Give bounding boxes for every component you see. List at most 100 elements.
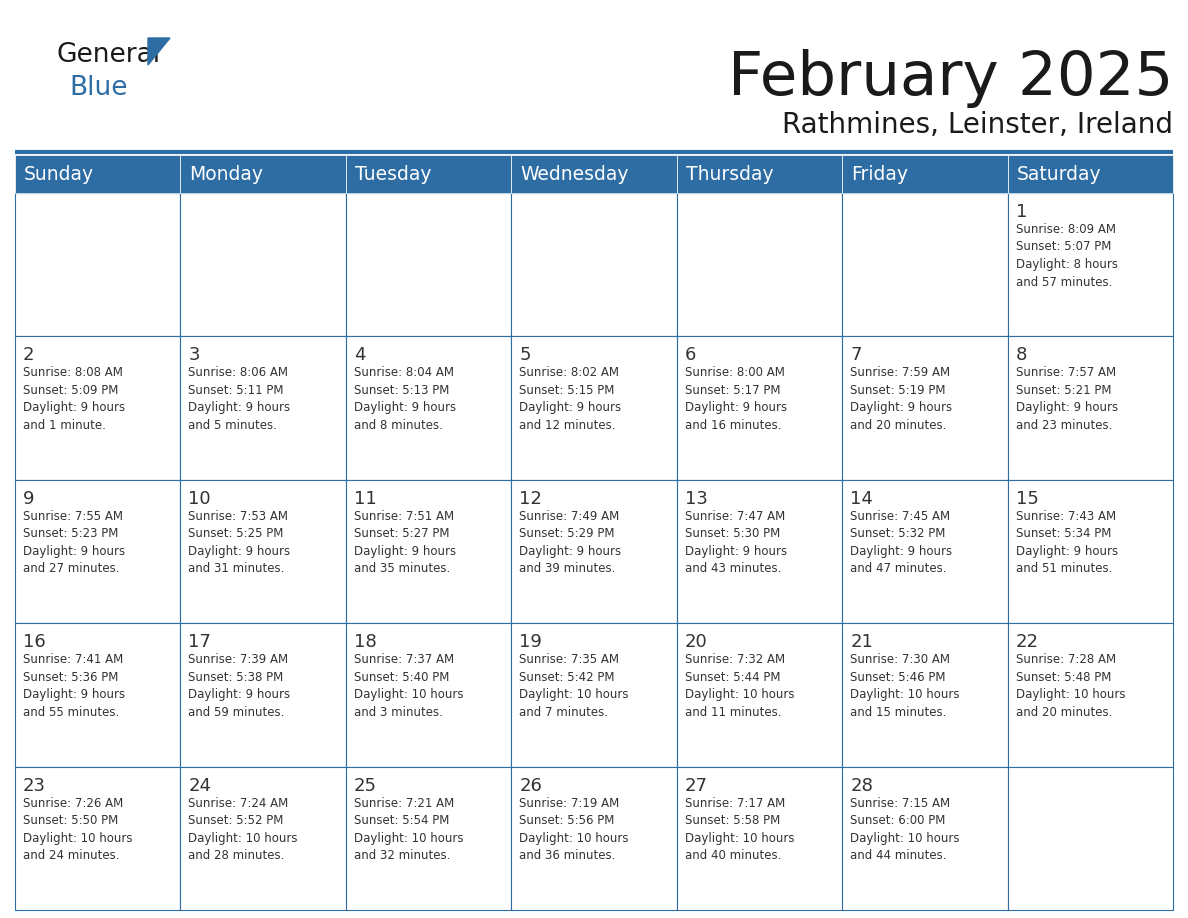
Text: Sunrise: 8:04 AM
Sunset: 5:13 PM
Daylight: 9 hours
and 8 minutes.: Sunrise: 8:04 AM Sunset: 5:13 PM Dayligh… [354, 366, 456, 431]
Polygon shape [148, 38, 170, 65]
Bar [842, 623, 1007, 767]
Text: 14: 14 [851, 490, 873, 508]
Text: Sunrise: 7:17 AM
Sunset: 5:58 PM
Daylight: 10 hours
and 40 minutes.: Sunrise: 7:17 AM Sunset: 5:58 PM Dayligh… [684, 797, 795, 862]
Bar [181, 623, 346, 767]
Text: Sunrise: 7:37 AM
Sunset: 5:40 PM
Daylight: 10 hours
and 3 minutes.: Sunrise: 7:37 AM Sunset: 5:40 PM Dayligh… [354, 654, 463, 719]
Text: Blue: Blue [69, 75, 127, 101]
Bar [346, 480, 511, 623]
Text: Sunrise: 7:55 AM
Sunset: 5:23 PM
Daylight: 9 hours
and 27 minutes.: Sunrise: 7:55 AM Sunset: 5:23 PM Dayligh… [23, 509, 125, 576]
Bar [181, 480, 346, 623]
Bar [1007, 623, 1173, 767]
Text: 3: 3 [189, 346, 200, 364]
Text: Tuesday: Tuesday [355, 164, 431, 184]
Text: Sunrise: 7:41 AM
Sunset: 5:36 PM
Daylight: 9 hours
and 55 minutes.: Sunrise: 7:41 AM Sunset: 5:36 PM Dayligh… [23, 654, 125, 719]
Bar [511, 480, 677, 623]
Bar [346, 623, 511, 767]
Text: 8: 8 [1016, 346, 1026, 364]
Bar [511, 623, 677, 767]
Bar [346, 155, 511, 193]
Text: Sunrise: 7:39 AM
Sunset: 5:38 PM
Daylight: 9 hours
and 59 minutes.: Sunrise: 7:39 AM Sunset: 5:38 PM Dayligh… [189, 654, 291, 719]
Bar [511, 155, 677, 193]
Bar [677, 155, 842, 193]
Text: 13: 13 [684, 490, 708, 508]
Text: Sunrise: 7:51 AM
Sunset: 5:27 PM
Daylight: 9 hours
and 35 minutes.: Sunrise: 7:51 AM Sunset: 5:27 PM Dayligh… [354, 509, 456, 576]
Text: Sunrise: 7:24 AM
Sunset: 5:52 PM
Daylight: 10 hours
and 28 minutes.: Sunrise: 7:24 AM Sunset: 5:52 PM Dayligh… [189, 797, 298, 862]
Text: Sunrise: 8:08 AM
Sunset: 5:09 PM
Daylight: 9 hours
and 1 minute.: Sunrise: 8:08 AM Sunset: 5:09 PM Dayligh… [23, 366, 125, 431]
Text: 6: 6 [684, 346, 696, 364]
Text: 28: 28 [851, 777, 873, 795]
Bar [181, 336, 346, 480]
Text: 5: 5 [519, 346, 531, 364]
Text: Sunrise: 8:06 AM
Sunset: 5:11 PM
Daylight: 9 hours
and 5 minutes.: Sunrise: 8:06 AM Sunset: 5:11 PM Dayligh… [189, 366, 291, 431]
Text: 18: 18 [354, 633, 377, 651]
Bar [842, 193, 1007, 336]
Text: Sunrise: 7:53 AM
Sunset: 5:25 PM
Daylight: 9 hours
and 31 minutes.: Sunrise: 7:53 AM Sunset: 5:25 PM Dayligh… [189, 509, 291, 576]
Text: Monday: Monday [189, 164, 264, 184]
Text: General: General [57, 42, 162, 68]
Text: 11: 11 [354, 490, 377, 508]
Bar [181, 155, 346, 193]
Bar [346, 767, 511, 910]
Text: Sunrise: 7:49 AM
Sunset: 5:29 PM
Daylight: 9 hours
and 39 minutes.: Sunrise: 7:49 AM Sunset: 5:29 PM Dayligh… [519, 509, 621, 576]
Bar [677, 193, 842, 336]
Bar [677, 336, 842, 480]
Bar [15, 767, 181, 910]
Text: Rathmines, Leinster, Ireland: Rathmines, Leinster, Ireland [782, 111, 1173, 139]
Bar [15, 623, 181, 767]
Bar [842, 155, 1007, 193]
Text: Friday: Friday [851, 164, 908, 184]
Text: Sunrise: 7:26 AM
Sunset: 5:50 PM
Daylight: 10 hours
and 24 minutes.: Sunrise: 7:26 AM Sunset: 5:50 PM Dayligh… [23, 797, 133, 862]
Bar [842, 480, 1007, 623]
Bar [181, 193, 346, 336]
Bar [15, 193, 181, 336]
Bar [842, 336, 1007, 480]
Bar [15, 480, 181, 623]
Text: 26: 26 [519, 777, 542, 795]
Text: 22: 22 [1016, 633, 1038, 651]
Text: Sunrise: 8:00 AM
Sunset: 5:17 PM
Daylight: 9 hours
and 16 minutes.: Sunrise: 8:00 AM Sunset: 5:17 PM Dayligh… [684, 366, 786, 431]
Text: Sunrise: 7:45 AM
Sunset: 5:32 PM
Daylight: 9 hours
and 47 minutes.: Sunrise: 7:45 AM Sunset: 5:32 PM Dayligh… [851, 509, 953, 576]
Text: Sunrise: 7:59 AM
Sunset: 5:19 PM
Daylight: 9 hours
and 20 minutes.: Sunrise: 7:59 AM Sunset: 5:19 PM Dayligh… [851, 366, 953, 431]
Text: 25: 25 [354, 777, 377, 795]
Text: February 2025: February 2025 [727, 49, 1173, 107]
Bar [15, 336, 181, 480]
Text: 21: 21 [851, 633, 873, 651]
Text: Sunrise: 7:21 AM
Sunset: 5:54 PM
Daylight: 10 hours
and 32 minutes.: Sunrise: 7:21 AM Sunset: 5:54 PM Dayligh… [354, 797, 463, 862]
Bar [181, 767, 346, 910]
Text: 2: 2 [23, 346, 34, 364]
Text: 23: 23 [23, 777, 46, 795]
Bar [842, 767, 1007, 910]
Bar [677, 480, 842, 623]
Bar [1007, 336, 1173, 480]
Bar [346, 193, 511, 336]
Bar [677, 767, 842, 910]
Text: 12: 12 [519, 490, 542, 508]
Text: Sunrise: 7:30 AM
Sunset: 5:46 PM
Daylight: 10 hours
and 15 minutes.: Sunrise: 7:30 AM Sunset: 5:46 PM Dayligh… [851, 654, 960, 719]
Text: 27: 27 [684, 777, 708, 795]
Text: 10: 10 [189, 490, 211, 508]
Text: Sunrise: 7:28 AM
Sunset: 5:48 PM
Daylight: 10 hours
and 20 minutes.: Sunrise: 7:28 AM Sunset: 5:48 PM Dayligh… [1016, 654, 1125, 719]
Bar [511, 193, 677, 336]
Text: Sunrise: 7:35 AM
Sunset: 5:42 PM
Daylight: 10 hours
and 7 minutes.: Sunrise: 7:35 AM Sunset: 5:42 PM Dayligh… [519, 654, 628, 719]
Text: 1: 1 [1016, 203, 1026, 221]
Text: Sunrise: 7:32 AM
Sunset: 5:44 PM
Daylight: 10 hours
and 11 minutes.: Sunrise: 7:32 AM Sunset: 5:44 PM Dayligh… [684, 654, 795, 719]
Text: 20: 20 [684, 633, 708, 651]
Text: 17: 17 [189, 633, 211, 651]
Bar [677, 623, 842, 767]
Text: 24: 24 [189, 777, 211, 795]
Text: Sunrise: 7:57 AM
Sunset: 5:21 PM
Daylight: 9 hours
and 23 minutes.: Sunrise: 7:57 AM Sunset: 5:21 PM Dayligh… [1016, 366, 1118, 431]
Bar [511, 336, 677, 480]
Bar [1007, 767, 1173, 910]
Text: Wednesday: Wednesday [520, 164, 628, 184]
Text: 16: 16 [23, 633, 46, 651]
Text: Sunrise: 8:02 AM
Sunset: 5:15 PM
Daylight: 9 hours
and 12 minutes.: Sunrise: 8:02 AM Sunset: 5:15 PM Dayligh… [519, 366, 621, 431]
Text: 9: 9 [23, 490, 34, 508]
Text: Saturday: Saturday [1017, 164, 1101, 184]
Text: Sunrise: 7:15 AM
Sunset: 6:00 PM
Daylight: 10 hours
and 44 minutes.: Sunrise: 7:15 AM Sunset: 6:00 PM Dayligh… [851, 797, 960, 862]
Text: Sunrise: 7:19 AM
Sunset: 5:56 PM
Daylight: 10 hours
and 36 minutes.: Sunrise: 7:19 AM Sunset: 5:56 PM Dayligh… [519, 797, 628, 862]
Text: Sunday: Sunday [24, 164, 94, 184]
Bar [1007, 193, 1173, 336]
Text: Sunrise: 7:47 AM
Sunset: 5:30 PM
Daylight: 9 hours
and 43 minutes.: Sunrise: 7:47 AM Sunset: 5:30 PM Dayligh… [684, 509, 786, 576]
Text: Sunrise: 7:43 AM
Sunset: 5:34 PM
Daylight: 9 hours
and 51 minutes.: Sunrise: 7:43 AM Sunset: 5:34 PM Dayligh… [1016, 509, 1118, 576]
Text: 4: 4 [354, 346, 366, 364]
